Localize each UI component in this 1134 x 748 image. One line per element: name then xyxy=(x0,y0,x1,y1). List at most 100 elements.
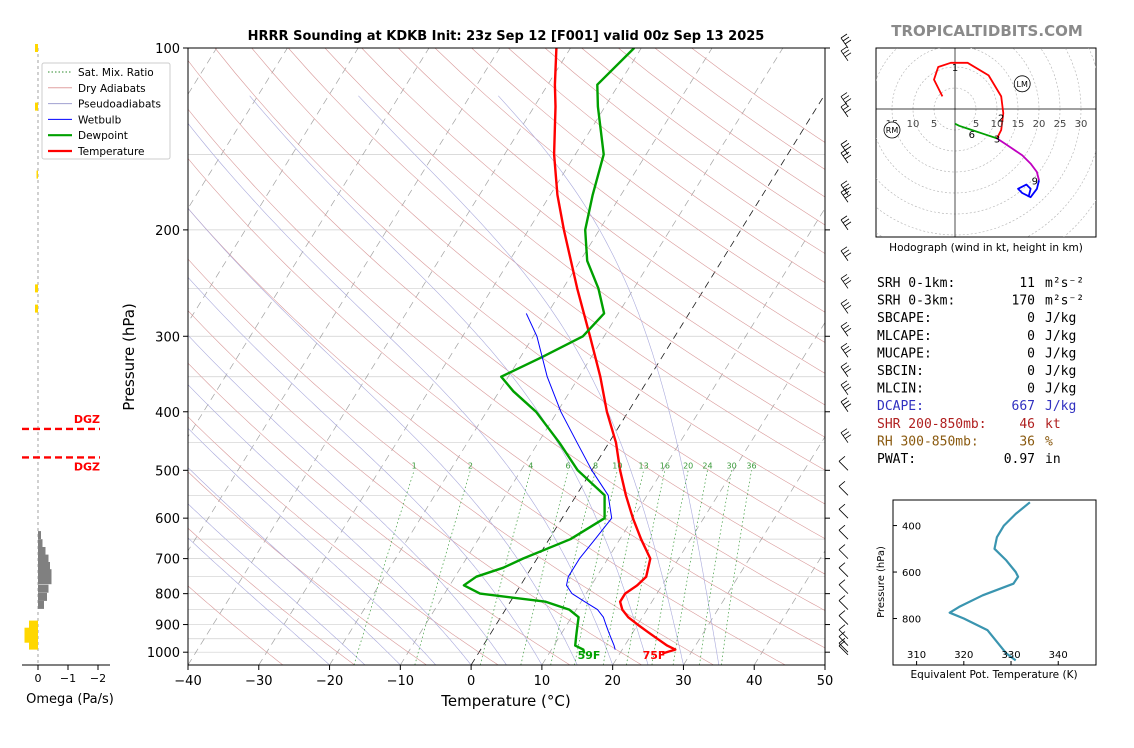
mixing-ratio-line xyxy=(602,470,644,665)
hodograph-trace xyxy=(996,137,1040,181)
mixing-ratio-line xyxy=(651,470,689,665)
x-axis-label: Temperature (°C) xyxy=(440,692,570,710)
theta-e-y-label: Pressure (hPa) xyxy=(876,546,887,618)
wind-barb-glyph xyxy=(840,397,852,412)
dry-adiabat-line xyxy=(471,48,825,313)
stat-value: 36 xyxy=(1019,434,1035,449)
mixing-ratio-line xyxy=(520,470,569,665)
wind-barb-glyph xyxy=(838,631,849,646)
stat-value: 0 xyxy=(1027,364,1035,379)
pseudoadiabat-line xyxy=(188,207,578,665)
wind-barb-glyph xyxy=(840,380,852,396)
dry-adiabat-line xyxy=(188,207,786,665)
y-tick-label: 200 xyxy=(155,224,180,239)
stat-value: 0 xyxy=(1027,346,1035,361)
stat-value: 0 xyxy=(1027,382,1035,397)
dgz-label-top: DGZ xyxy=(74,413,100,426)
hodograph-trace xyxy=(1017,180,1040,199)
legend-label: Pseudoadiabats xyxy=(78,99,161,111)
stat-value: 0 xyxy=(1027,329,1035,344)
mixing-ratio-label: 13 xyxy=(639,461,649,470)
mixing-ratio-label: 4 xyxy=(528,461,533,470)
legend-label: Wetbulb xyxy=(78,114,122,126)
x-tick-label: 0 xyxy=(467,674,475,689)
wind-barb-glyph xyxy=(838,503,849,519)
stat-unit: J/kg xyxy=(1045,382,1076,397)
x-tick-label: −10 xyxy=(387,674,414,689)
wind-barb-glyph xyxy=(838,562,849,577)
x-tick-label: 30 xyxy=(675,674,692,689)
mixing-ratio-line xyxy=(574,470,618,665)
wind-barb-glyph xyxy=(840,299,852,314)
wind-barb-glyph xyxy=(838,610,849,625)
wind-barb-glyph xyxy=(840,46,852,62)
mixing-ratio-line xyxy=(353,470,415,665)
isotherm-line xyxy=(188,48,430,438)
omega-bar xyxy=(38,547,46,555)
omega-bar xyxy=(38,592,47,601)
stat-unit: J/kg xyxy=(1045,399,1076,414)
mixing-ratio-label: 16 xyxy=(660,461,670,470)
hodograph-marker-label: LM xyxy=(1017,80,1028,89)
stat-label: SRH 0-1km: xyxy=(877,276,955,291)
wind-barb-glyph xyxy=(840,92,852,107)
hodograph-height-label: 6 xyxy=(969,130,975,141)
y-tick-label: 400 xyxy=(155,406,180,421)
isotherm-line xyxy=(541,207,825,665)
theta-e-x-tick-label: 310 xyxy=(907,650,926,661)
stat-value: 667 xyxy=(1012,399,1035,414)
dgz-label-bottom: DGZ xyxy=(74,460,100,473)
omega-bar xyxy=(35,284,38,293)
hodograph-frame xyxy=(875,47,1097,238)
dry-adiabat-line xyxy=(324,48,825,438)
wind-barb-glyph xyxy=(838,640,849,656)
omega-panel: DGZ DGZ 0 −1 −2 xyxy=(22,44,110,685)
wind-barb-glyph xyxy=(838,524,849,540)
x-tick-label: −20 xyxy=(316,674,343,689)
mixing-ratio-label: 8 xyxy=(593,461,598,470)
wind-barb-glyph xyxy=(838,456,849,471)
legend-label: Temperature xyxy=(77,146,145,158)
mixing-ratio-line xyxy=(699,470,732,665)
stat-label: MUCAPE: xyxy=(877,346,932,361)
hodograph-trace xyxy=(933,61,1005,139)
stat-unit: J/kg xyxy=(1045,364,1076,379)
dry-adiabat-line xyxy=(288,48,825,471)
wind-barb-glyph xyxy=(840,187,852,203)
omega-bar xyxy=(38,569,52,578)
stat-unit: m²s⁻² xyxy=(1045,276,1084,291)
mixing-ratio-line xyxy=(672,470,708,665)
pseudoadiabat-line xyxy=(188,427,436,665)
omega-tick-label: −2 xyxy=(90,672,106,685)
x-tick-label: 40 xyxy=(746,674,763,689)
pseudoadiabat-line xyxy=(188,537,330,665)
isotherm-line xyxy=(188,48,501,552)
isotherm-line xyxy=(612,321,825,665)
mixing-ratio-labels: 1 2 4 6 8 10 13 16 20 24 30 36 xyxy=(412,461,757,470)
mixing-ratio-line xyxy=(479,470,532,665)
omega-bar xyxy=(35,304,38,313)
wind-barb-glyph xyxy=(840,102,852,118)
wind-barb-glyph xyxy=(840,246,852,262)
dry-adiabat-line xyxy=(188,527,355,665)
stat-label: MLCIN: xyxy=(877,382,924,397)
y-tick-label: 100 xyxy=(155,42,180,57)
legend-label: Sat. Mix. Ratio xyxy=(78,67,154,79)
stat-label: RH 300-850mb: xyxy=(877,434,979,449)
pseudoadiabat-line xyxy=(188,467,401,665)
dry-adiabat-line xyxy=(434,48,825,343)
pseudoadiabat-line xyxy=(188,503,366,665)
y-tick-label: 600 xyxy=(155,512,180,527)
hodograph-marker-circle xyxy=(883,121,901,139)
omega-bar xyxy=(29,641,38,650)
wind-barb-glyph xyxy=(840,140,852,155)
x-tick-label: 20 xyxy=(604,674,621,689)
stat-label: SBCAPE: xyxy=(877,311,932,326)
x-tick-label: 10 xyxy=(534,674,551,689)
pseudoadiabat-line xyxy=(188,276,543,665)
isotherm-line xyxy=(329,48,713,665)
surface-temperature-label: 75F xyxy=(643,649,666,662)
omega-bar xyxy=(38,554,49,563)
stat-value: 46 xyxy=(1019,417,1035,432)
